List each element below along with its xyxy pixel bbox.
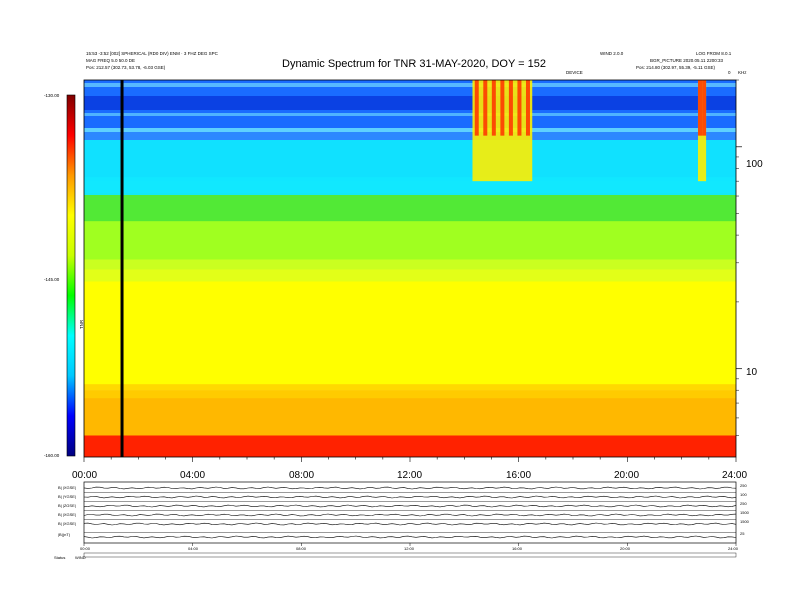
header-left-line1: 15:53 -3:52 [002] SPHERICAL (RD0 DIV) EN… bbox=[86, 51, 218, 56]
cyan-band bbox=[84, 140, 736, 195]
burst-1-streak-2 bbox=[491, 80, 496, 136]
burst-1-streak-4 bbox=[508, 80, 513, 136]
colorbar-tick-bottom: -160.00 bbox=[44, 453, 60, 458]
mini-x-tick-1: 04:00 bbox=[188, 546, 199, 551]
mini-row-scale-0: 250 bbox=[740, 483, 747, 488]
burst-1-streak-6 bbox=[525, 80, 530, 136]
burst-1-streak-3 bbox=[500, 80, 505, 136]
header-right-line3: BGR_PICTURE 2020.05.11 2200:33 bbox=[650, 58, 723, 63]
band-transition-green bbox=[84, 193, 736, 222]
right-unit-corner: KHz bbox=[738, 70, 747, 75]
burst-2 bbox=[697, 80, 707, 182]
mini-row-scale-1: 100 bbox=[740, 492, 747, 497]
mini-x-tick-5: 20:00 bbox=[620, 546, 631, 551]
mini-trace-5 bbox=[83, 535, 737, 539]
right-mark: 0 bbox=[728, 70, 731, 75]
mini-row-scale-3: 1500 bbox=[740, 510, 749, 515]
mini-row-scale-2: 250 bbox=[740, 501, 747, 506]
burst-2-streak-1 bbox=[702, 80, 707, 136]
burst-2-streak-0 bbox=[698, 80, 703, 136]
mini-x-tick-0: 00:00 bbox=[80, 546, 91, 551]
x-tick-6: 24:00 bbox=[722, 470, 748, 481]
mini-row-label-4: B| |XGSE| bbox=[58, 521, 77, 526]
colorbar bbox=[67, 95, 75, 456]
mini-frame bbox=[83, 481, 737, 544]
mini-trace-1 bbox=[83, 495, 737, 499]
y-tick-100: 100 bbox=[746, 159, 763, 170]
band-transition-orange bbox=[84, 384, 736, 399]
burst-1-streak-5 bbox=[517, 80, 522, 136]
header-center-small: DEVICE bbox=[566, 70, 583, 75]
x-tick-0: 00:00 bbox=[72, 470, 98, 481]
mini-footer-label: WIND bbox=[75, 555, 86, 560]
colorbar-tick-top: -130.00 bbox=[44, 93, 60, 98]
x-tick-1: 04:00 bbox=[180, 470, 206, 481]
x-tick-4: 16:00 bbox=[506, 470, 532, 481]
mini-x-tick-6: 24:00 bbox=[728, 546, 739, 551]
stripe-light-0 bbox=[84, 83, 736, 87]
stripe-mid-2 bbox=[84, 132, 736, 140]
header-left-line3: Pos: 212.57 (302.73, 53.78, -6.03 GSE) bbox=[86, 65, 166, 70]
x-tick-5: 20:00 bbox=[614, 470, 640, 481]
data-gap-line bbox=[120, 80, 124, 457]
mini-x-tick-2: 08:00 bbox=[296, 546, 307, 551]
chart-title: Dynamic Spectrum for TNR 31-MAY-2020, DO… bbox=[282, 58, 547, 70]
colorbar-tick-mid: -145.00 bbox=[44, 277, 60, 282]
band-transition-lime bbox=[84, 259, 736, 282]
header-right-line2: LOG FROM 8.0.1 bbox=[696, 51, 732, 56]
burst-1-streak-0 bbox=[474, 80, 479, 136]
header-left-line2: MAG FREQ 5.0 50.0 DE bbox=[86, 58, 136, 63]
mini-x-tick-4: 16:00 bbox=[512, 546, 523, 551]
mini-x-tick-3: 12:00 bbox=[404, 546, 415, 551]
mini-status-strip bbox=[83, 552, 737, 558]
burst-1-streak-1 bbox=[483, 80, 488, 136]
mini-trace-2 bbox=[83, 504, 737, 508]
mini-row-scale-5: 25 bbox=[740, 531, 745, 536]
mini-trace-4 bbox=[83, 522, 737, 526]
mini-row-scale-4: 1500 bbox=[740, 519, 749, 524]
stripe-light-2 bbox=[84, 128, 736, 132]
y-tick-10: 10 bbox=[746, 367, 758, 378]
x-tick-2: 08:00 bbox=[289, 470, 315, 481]
intensity-band-2 bbox=[84, 269, 736, 391]
x-tick-3: 12:00 bbox=[397, 470, 423, 481]
mini-row-label-3: B| |XGSE| bbox=[58, 512, 77, 517]
colorbar-frame bbox=[66, 94, 76, 457]
header-right-line4: Pos: 214.80 (302.97, 55.39, -5.11 GSE) bbox=[636, 65, 715, 70]
stripe-light-1 bbox=[84, 113, 736, 116]
mini-row-label-2: B| |ZGSE| bbox=[58, 503, 76, 508]
mini-footer-left: Status bbox=[54, 555, 66, 560]
header-right-line1: WIND 2.0.0 bbox=[600, 51, 624, 56]
mini-row-label-5: |B|(nT) bbox=[58, 532, 71, 537]
mini-trace-0 bbox=[83, 486, 737, 490]
mini-row-label-1: B| |YGSE| bbox=[58, 494, 77, 499]
stripe-dark-0 bbox=[84, 96, 736, 110]
intensity-band-4 bbox=[84, 435, 736, 457]
mini-row-label-0: B| |XGSE| bbox=[58, 485, 77, 490]
mini-trace-3 bbox=[83, 513, 737, 517]
